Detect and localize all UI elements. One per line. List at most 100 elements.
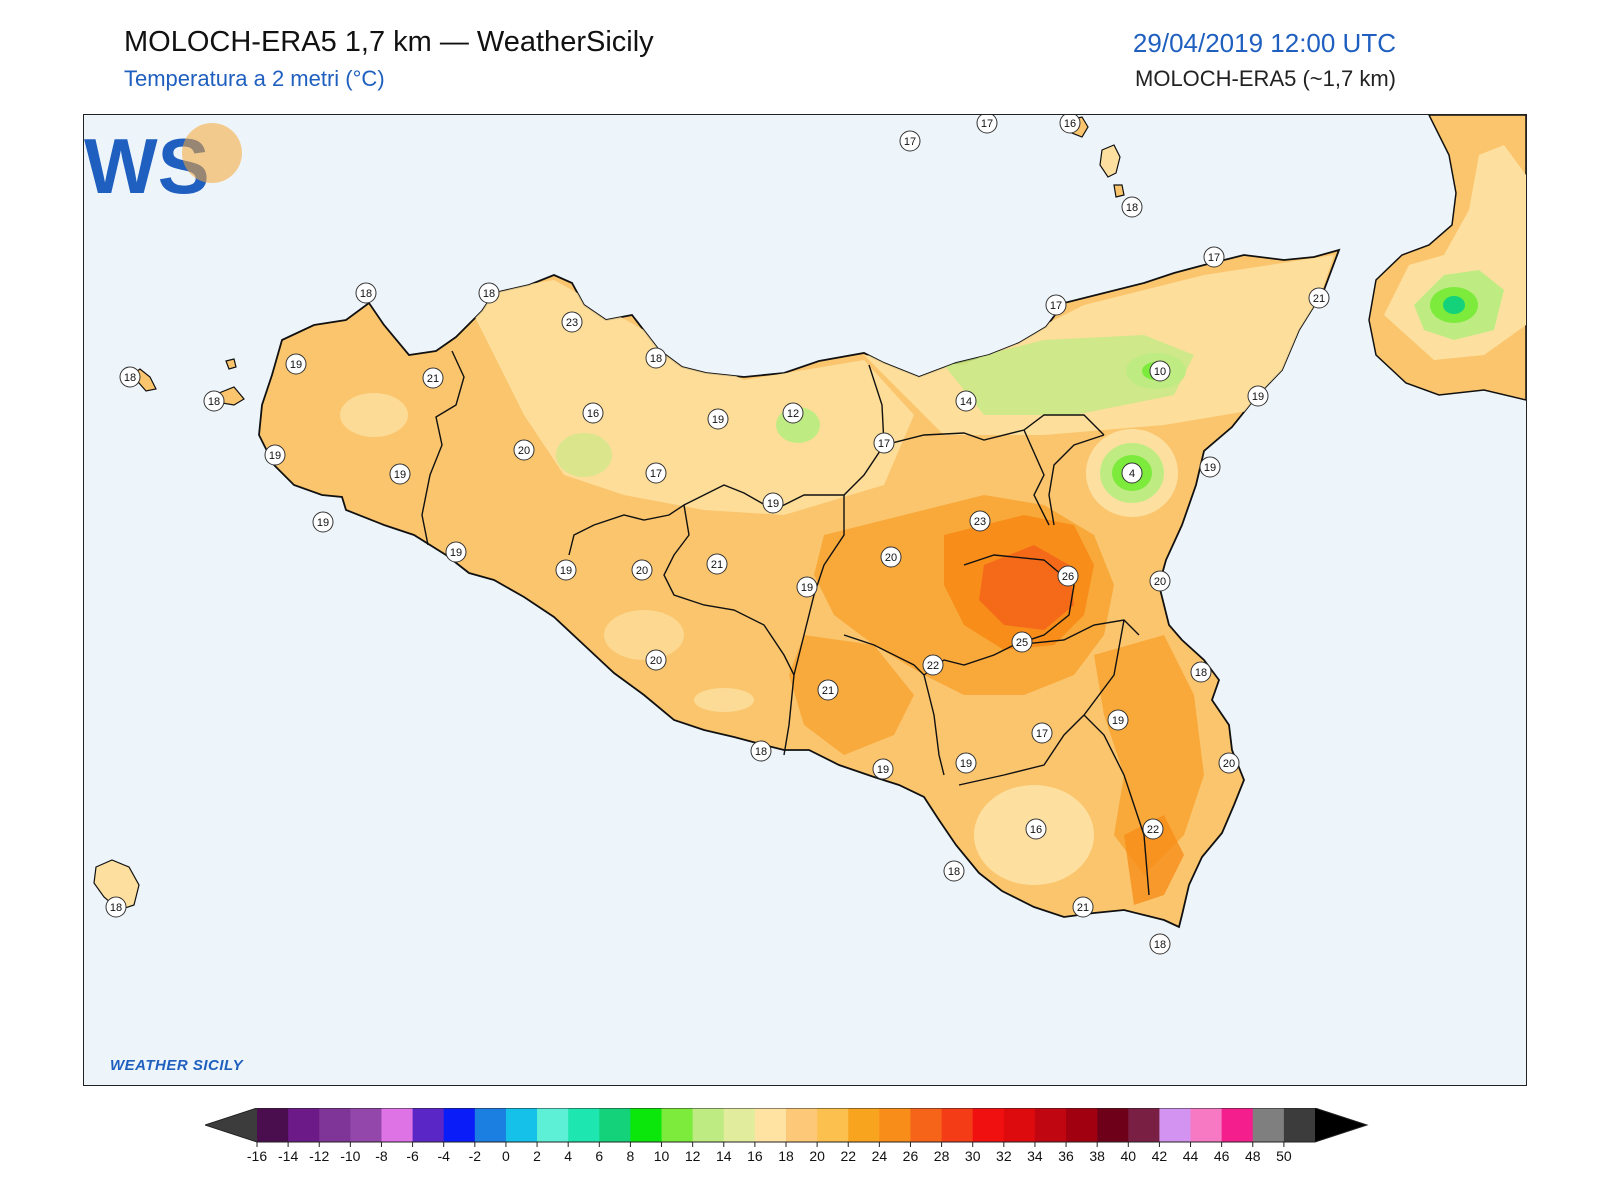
station-marker: 21 — [1072, 896, 1094, 918]
colorbar-swatch — [786, 1108, 818, 1142]
station-value: 20 — [885, 552, 897, 564]
colorbar-swatch — [879, 1108, 911, 1142]
colorbar-tick-label: 26 — [903, 1148, 919, 1164]
map-title: MOLOCH-ERA5 1,7 km — WeatherSicily — [124, 26, 654, 58]
colorbar-swatch — [257, 1108, 289, 1142]
station-marker: 18 — [1190, 661, 1212, 683]
colorbar-swatch — [972, 1108, 1005, 1142]
station-value: 18 — [1154, 939, 1166, 951]
station-marker: 19 — [872, 758, 894, 780]
map-canvas: 17 17 16 18 17 21 18 18 23 18 17 19 21 10 18 18 16 19 12 14… — [93, 115, 1526, 955]
station-marker: 17 — [899, 130, 921, 152]
station-value: 20 — [1154, 576, 1166, 588]
station-value: 23 — [974, 516, 986, 528]
station-marker: 21 — [1308, 287, 1330, 309]
colorbar-tick-label: 12 — [685, 1148, 701, 1164]
colorbar-swatch — [692, 1108, 725, 1142]
station-value: 18 — [1195, 667, 1207, 679]
colorbar-tick-label: 32 — [996, 1148, 1012, 1164]
colorbar-swatch — [1190, 1108, 1223, 1142]
temperature-colorbar: -16 -14 -12 -10 -8 -6 -4 -2 0 2 4 6 8 10 12 14 16 18 20 22 2… — [205, 1108, 1369, 1164]
colorbar-swatch — [1003, 1108, 1036, 1142]
station-value: 19 — [450, 547, 462, 559]
colorbar-swatch — [319, 1108, 351, 1142]
station-marker: 19 — [264, 444, 286, 466]
colorbar-tick-label: -14 — [278, 1148, 298, 1164]
station-value: 20 — [650, 655, 662, 667]
colorbar-tick-label: 14 — [716, 1148, 732, 1164]
colorbar-swatch — [754, 1108, 787, 1142]
station-marker: 4 — [1121, 462, 1143, 484]
station-marker: 19 — [389, 463, 411, 485]
colorbar-swatch — [381, 1108, 414, 1142]
station-value: 17 — [1208, 252, 1220, 264]
station-marker: 18 — [105, 896, 127, 918]
station-value: 21 — [1077, 902, 1089, 914]
map-subtitle: Temperatura a 2 metri (°C) — [124, 66, 385, 91]
station-value: 16 — [587, 408, 599, 420]
station-marker: 21 — [706, 553, 728, 575]
station-marker: 20 — [631, 559, 653, 581]
station-marker: 12 — [782, 402, 804, 424]
station-value: 10 — [1154, 366, 1166, 378]
colorbar-swatch — [817, 1108, 849, 1142]
station-marker: 22 — [922, 654, 944, 676]
colorbar-tick-label: 28 — [934, 1148, 950, 1164]
station-marker: 19 — [1247, 385, 1269, 407]
colorbar-under-arrow — [205, 1108, 257, 1142]
station-value: 26 — [1062, 571, 1074, 583]
station-marker: 23 — [969, 510, 991, 532]
colorbar-tick-label: -8 — [375, 1148, 388, 1164]
station-value: 23 — [566, 317, 578, 329]
station-marker: 18 — [119, 366, 141, 388]
station-value: 21 — [711, 559, 723, 571]
colorbar-tick-label: -2 — [469, 1148, 482, 1164]
station-value: 18 — [1126, 202, 1138, 214]
station-value: 14 — [960, 396, 972, 408]
station-value: 4 — [1129, 468, 1135, 480]
station-marker: 19 — [796, 576, 818, 598]
station-value: 20 — [636, 565, 648, 577]
colorbar-swatch — [1252, 1108, 1285, 1142]
station-marker: 19 — [312, 511, 334, 533]
station-value: 21 — [427, 373, 439, 385]
station-marker: 17 — [1031, 722, 1053, 744]
model-label: MOLOCH-ERA5 (~1,7 km) — [1135, 66, 1396, 91]
station-marker: 19 — [1107, 709, 1129, 731]
colorbar-tick-label: 34 — [1027, 1148, 1043, 1164]
colorbar-tick-label: 36 — [1058, 1148, 1074, 1164]
station-value: 16 — [1064, 118, 1076, 130]
colorbar-tick-label: -6 — [406, 1148, 419, 1164]
colorbar-tick-label: 30 — [965, 1148, 981, 1164]
logo-caption: WEATHER SICILY — [110, 1057, 244, 1074]
colorbar-tick-label: 20 — [809, 1148, 825, 1164]
station-value: 17 — [878, 438, 890, 450]
station-value: 19 — [767, 498, 779, 510]
colorbar-swatch — [568, 1108, 600, 1142]
station-value: 19 — [317, 517, 329, 529]
station-value: 16 — [1030, 824, 1042, 836]
colorbar-swatch — [443, 1108, 476, 1142]
station-marker: 20 — [1149, 570, 1171, 592]
station-value: 22 — [1147, 824, 1159, 836]
colorbar-tick-label: 42 — [1152, 1148, 1168, 1164]
station-marker: 19 — [707, 408, 729, 430]
colorbar-tick-label: 38 — [1089, 1148, 1105, 1164]
station-marker: 16 — [1025, 818, 1047, 840]
station-value: 20 — [1223, 758, 1235, 770]
station-marker: 20 — [513, 439, 535, 461]
forecast-datetime: 29/04/2019 12:00 UTC — [1132, 28, 1396, 58]
station-value: 19 — [394, 469, 406, 481]
station-marker: 16 — [1059, 115, 1081, 134]
station-value: 18 — [483, 288, 495, 300]
pantelleria-island — [93, 859, 140, 911]
station-value: 18 — [110, 902, 122, 914]
station-marker: 17 — [1203, 246, 1225, 268]
colorbar-tick-label: -4 — [437, 1148, 450, 1164]
station-value: 22 — [927, 660, 939, 672]
station-marker: 18 — [203, 390, 225, 412]
station-marker: 19 — [555, 559, 577, 581]
station-value: 18 — [360, 288, 372, 300]
station-marker: 20 — [1218, 752, 1240, 774]
station-marker: 18 — [645, 347, 667, 369]
